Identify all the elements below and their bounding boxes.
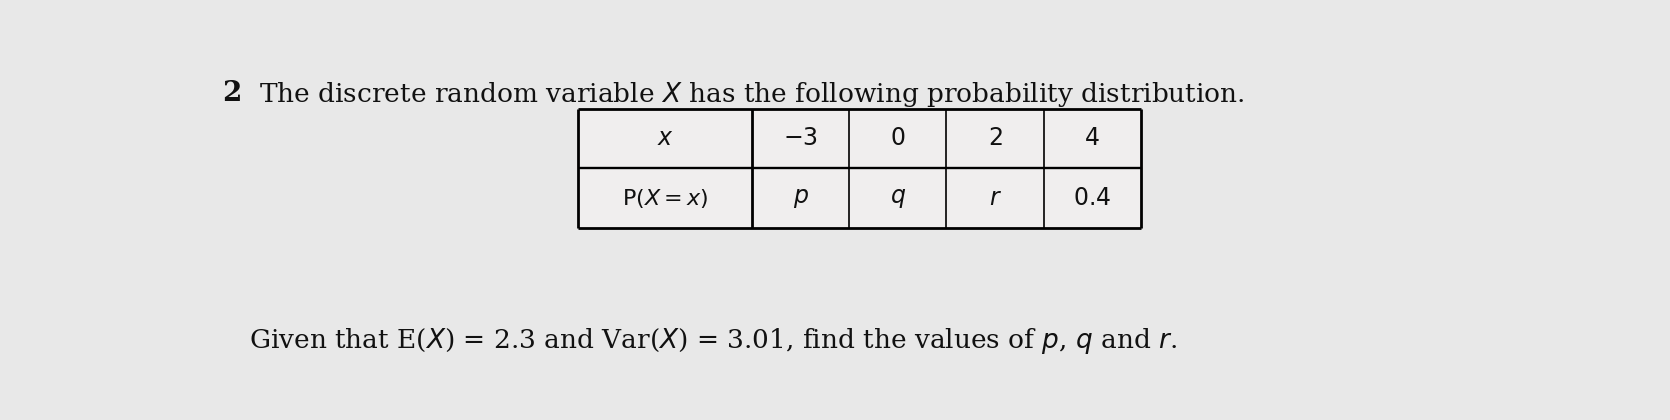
Text: $q$: $q$ xyxy=(890,187,907,210)
Text: $p$: $p$ xyxy=(793,187,808,210)
Text: $0$: $0$ xyxy=(890,127,905,150)
Text: $0.4$: $0.4$ xyxy=(1074,187,1111,210)
Text: 2: 2 xyxy=(222,80,242,107)
Text: $\mathrm{P}(X = x)$: $\mathrm{P}(X = x)$ xyxy=(621,187,708,210)
Text: $4$: $4$ xyxy=(1084,127,1101,150)
Text: $r$: $r$ xyxy=(989,187,1002,210)
Text: $-3$: $-3$ xyxy=(783,127,818,150)
Text: $2$: $2$ xyxy=(987,127,1002,150)
Text: Given that E($X$) = 2.3 and Var($X$) = 3.01, find the values of $p$, $q$ and $r$: Given that E($X$) = 2.3 and Var($X$) = 3… xyxy=(249,326,1177,357)
FancyBboxPatch shape xyxy=(578,109,1141,228)
Text: $x$: $x$ xyxy=(656,127,673,150)
Text: The discrete random variable $X$ has the following probability distribution.: The discrete random variable $X$ has the… xyxy=(259,80,1244,109)
